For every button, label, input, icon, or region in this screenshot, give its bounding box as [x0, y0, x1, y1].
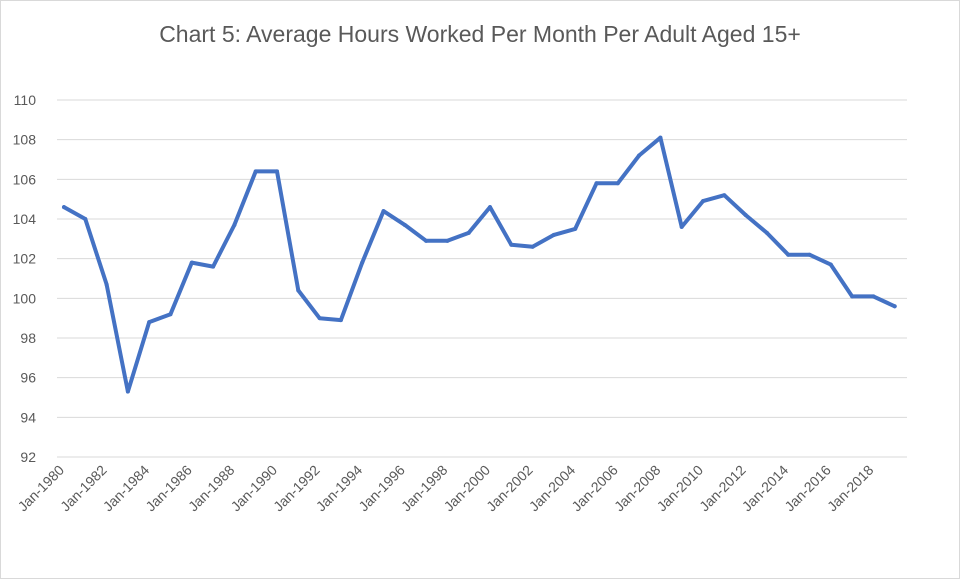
y-tick-label: 98: [20, 330, 36, 346]
data-point: [402, 222, 407, 227]
data-point: [722, 193, 727, 198]
data-point: [211, 264, 216, 269]
data-point: [594, 181, 599, 186]
data-point: [317, 316, 322, 321]
data-point: [466, 230, 471, 235]
y-tick-label: 92: [20, 449, 36, 465]
data-point: [253, 169, 258, 174]
grid-lines: [57, 99, 907, 458]
y-tick-label: 100: [13, 290, 37, 306]
y-tick-label: 94: [20, 409, 36, 425]
data-point: [573, 226, 578, 231]
data-point: [232, 222, 237, 227]
data-point: [807, 252, 812, 257]
data-point: [125, 389, 130, 394]
data-point: [679, 224, 684, 229]
data-point: [871, 294, 876, 299]
data-point: [296, 288, 301, 293]
data-point: [637, 153, 642, 158]
data-point: [850, 294, 855, 299]
data-point: [104, 282, 109, 287]
data-point: [892, 304, 897, 309]
y-tick-label: 104: [13, 211, 37, 227]
data-point: [83, 217, 88, 221]
y-tick-label: 102: [13, 251, 37, 267]
series-line: [62, 135, 897, 394]
y-tick-label: 110: [14, 92, 37, 108]
data-point: [338, 318, 343, 323]
data-point: [381, 209, 386, 214]
data-point: [551, 232, 556, 237]
data-point: [764, 230, 769, 235]
data-point: [615, 181, 620, 186]
data-point: [424, 238, 429, 243]
data-point: [786, 252, 791, 257]
data-point: [168, 312, 173, 317]
series-layer: [62, 135, 897, 394]
data-point: [360, 260, 365, 265]
y-axis-ticks: 92 94 96 98 100 102 104 106 108 110: [13, 92, 37, 465]
x-axis-ticks: Jan-1980Jan-1982Jan-1984Jan-1986Jan-1988…: [15, 462, 877, 515]
data-point: [275, 169, 279, 174]
y-tick-label: 96: [20, 370, 36, 386]
data-point: [743, 213, 748, 218]
data-point: [488, 205, 492, 210]
data-point: [189, 260, 194, 265]
data-point: [701, 199, 705, 204]
data-point: [828, 262, 833, 267]
x-tick-label: Jan-2018: [824, 462, 877, 515]
data-point: [445, 238, 450, 243]
data-point: [509, 242, 514, 247]
data-point: [658, 135, 663, 140]
y-tick-label: 108: [13, 132, 37, 148]
data-point: [530, 244, 535, 249]
chart-title: Chart 5: Average Hours Worked Per Month …: [159, 21, 801, 47]
data-point: [147, 320, 152, 325]
data-point: [62, 205, 66, 210]
y-tick-label: 106: [13, 171, 37, 187]
